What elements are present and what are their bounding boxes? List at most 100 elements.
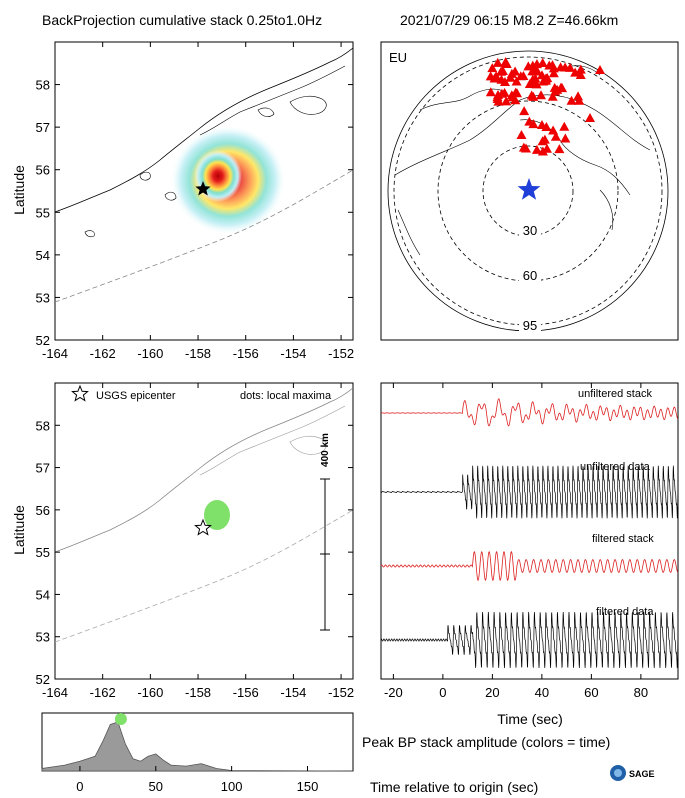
station-triangle xyxy=(516,130,527,140)
ring-label-30: 30 xyxy=(523,223,537,238)
top-map-panel: Latitude -164 -162 -160 -158 -156 -154 -152 52… xyxy=(11,41,354,361)
traces-xlabel: Time (sec) xyxy=(497,711,563,727)
heat-core xyxy=(194,150,242,202)
x-tick-label: -164 xyxy=(42,346,68,361)
station-triangle xyxy=(523,61,534,71)
station-triangle xyxy=(493,90,503,99)
x-tick-label: -158 xyxy=(185,346,211,361)
filtered-data-trace xyxy=(380,611,679,669)
traces-x-ticks: -20 0 20 40 60 80 xyxy=(384,383,648,700)
station-triangle xyxy=(570,67,581,77)
y-tick-label: 52 xyxy=(36,333,50,348)
station-triangle xyxy=(500,57,511,67)
y-tick-label: 58 xyxy=(36,418,50,433)
station-triangle xyxy=(515,71,526,81)
station-triangle xyxy=(552,84,563,94)
station-triangle xyxy=(540,75,551,85)
x-tick-label: -164 xyxy=(42,685,68,700)
bottom-map-ylabel: Latitude xyxy=(11,505,27,555)
station-triangle xyxy=(544,60,555,70)
svg-text:SAGE: SAGE xyxy=(629,769,655,779)
traces-panel: unfiltered stack unfiltered data filtere… xyxy=(380,382,679,727)
station-triangle xyxy=(500,77,510,86)
top-map-y-ticks: 52 53 54 55 56 57 58 xyxy=(36,78,353,348)
globe-coastline xyxy=(394,94,651,176)
x-tick-label: -156 xyxy=(233,685,259,700)
top-map-ylabel: Latitude xyxy=(11,165,27,215)
station-triangle xyxy=(501,96,512,106)
x-tick-label: 80 xyxy=(634,685,648,700)
globe-region-label: EU xyxy=(389,50,407,65)
legend-dots-label: dots: local maxima xyxy=(240,390,332,402)
x-tick-label: -160 xyxy=(137,346,163,361)
y-tick-label: 57 xyxy=(36,461,50,476)
ring-label-60: 60 xyxy=(523,268,537,283)
legend-star-label: USGS epicenter xyxy=(96,390,176,402)
station-triangle xyxy=(521,143,532,153)
station-triangle xyxy=(566,95,577,105)
usgs-epicenter-star xyxy=(194,518,212,536)
x-tick-label: -158 xyxy=(185,685,211,700)
y-tick-label: 54 xyxy=(36,248,50,263)
station-triangle xyxy=(575,64,586,74)
x-tick-label: 0 xyxy=(76,779,83,794)
ring-label-95: 95 xyxy=(523,318,537,333)
y-tick-label: 58 xyxy=(36,78,50,93)
station-triangle xyxy=(492,57,503,67)
station-triangle xyxy=(530,73,541,83)
x-tick-label: 50 xyxy=(149,779,163,794)
x-tick-label: 40 xyxy=(535,685,549,700)
station-triangle xyxy=(585,113,595,122)
bottom-map-panel: USGS epicenter dots: local maxima 400 km… xyxy=(11,382,354,700)
station-triangle xyxy=(547,91,558,101)
peak-xlabel: Time relative to origin (sec) xyxy=(370,779,538,795)
station-triangles xyxy=(485,57,605,156)
x-tick-label: -154 xyxy=(280,685,306,700)
station-triangle xyxy=(575,69,586,79)
station-triangle xyxy=(550,131,561,141)
station-triangle xyxy=(531,144,542,154)
station-triangle xyxy=(536,90,547,100)
legend-star-icon xyxy=(71,384,89,402)
unfiltered-data-trace xyxy=(380,465,679,519)
scale-bar-label: 400 km xyxy=(320,433,331,467)
bottom-coastline xyxy=(55,387,353,553)
globe-panel: 30 60 95 EU xyxy=(380,41,679,341)
x-tick-label: -152 xyxy=(328,685,354,700)
x-tick-label: -160 xyxy=(137,685,163,700)
x-tick-label: -154 xyxy=(280,346,306,361)
bottom-map-y-ticks: 52 53 54 55 56 57 58 xyxy=(36,418,353,687)
trench-line xyxy=(55,169,353,303)
unfiltered-stack-trace xyxy=(380,398,679,427)
x-tick-label: -156 xyxy=(233,346,259,361)
x-tick-label: 20 xyxy=(485,685,499,700)
peak-marker xyxy=(114,713,127,725)
bottom-map-x-ticks: -164 -162 -160 -158 -156 -154 -152 xyxy=(42,383,354,700)
trace-label-filtered-data: filtered data xyxy=(596,606,654,618)
station-triangle xyxy=(528,91,539,101)
station-triangle xyxy=(506,90,517,100)
trace-label-unfiltered-data: unfiltered data xyxy=(580,461,651,473)
station-triangle xyxy=(559,121,570,131)
y-tick-label: 57 xyxy=(36,120,50,135)
station-triangle xyxy=(537,146,548,156)
station-triangle xyxy=(487,63,498,73)
station-triangle xyxy=(537,57,548,67)
station-triangle xyxy=(560,133,571,143)
trace-lines xyxy=(380,398,679,669)
station-triangle xyxy=(548,68,559,78)
y-tick-label: 53 xyxy=(36,290,50,305)
x-tick-label: -20 xyxy=(384,685,403,700)
station-triangle xyxy=(595,65,605,74)
station-triangle xyxy=(506,68,517,78)
y-tick-label: 56 xyxy=(36,503,50,518)
station-triangle xyxy=(529,66,540,76)
peak-x-ticks: 0 50 100 150 xyxy=(76,766,318,794)
x-tick-label: 100 xyxy=(221,779,243,794)
x-tick-label: -162 xyxy=(90,346,116,361)
figure-title: BackProjection cumulative stack 0.25to1.… xyxy=(42,12,322,28)
scale-bar: 400 km xyxy=(320,433,331,631)
station-triangle xyxy=(485,87,496,97)
trace-label-filtered-stack: filtered stack xyxy=(592,533,654,545)
station-triangle xyxy=(573,91,584,101)
